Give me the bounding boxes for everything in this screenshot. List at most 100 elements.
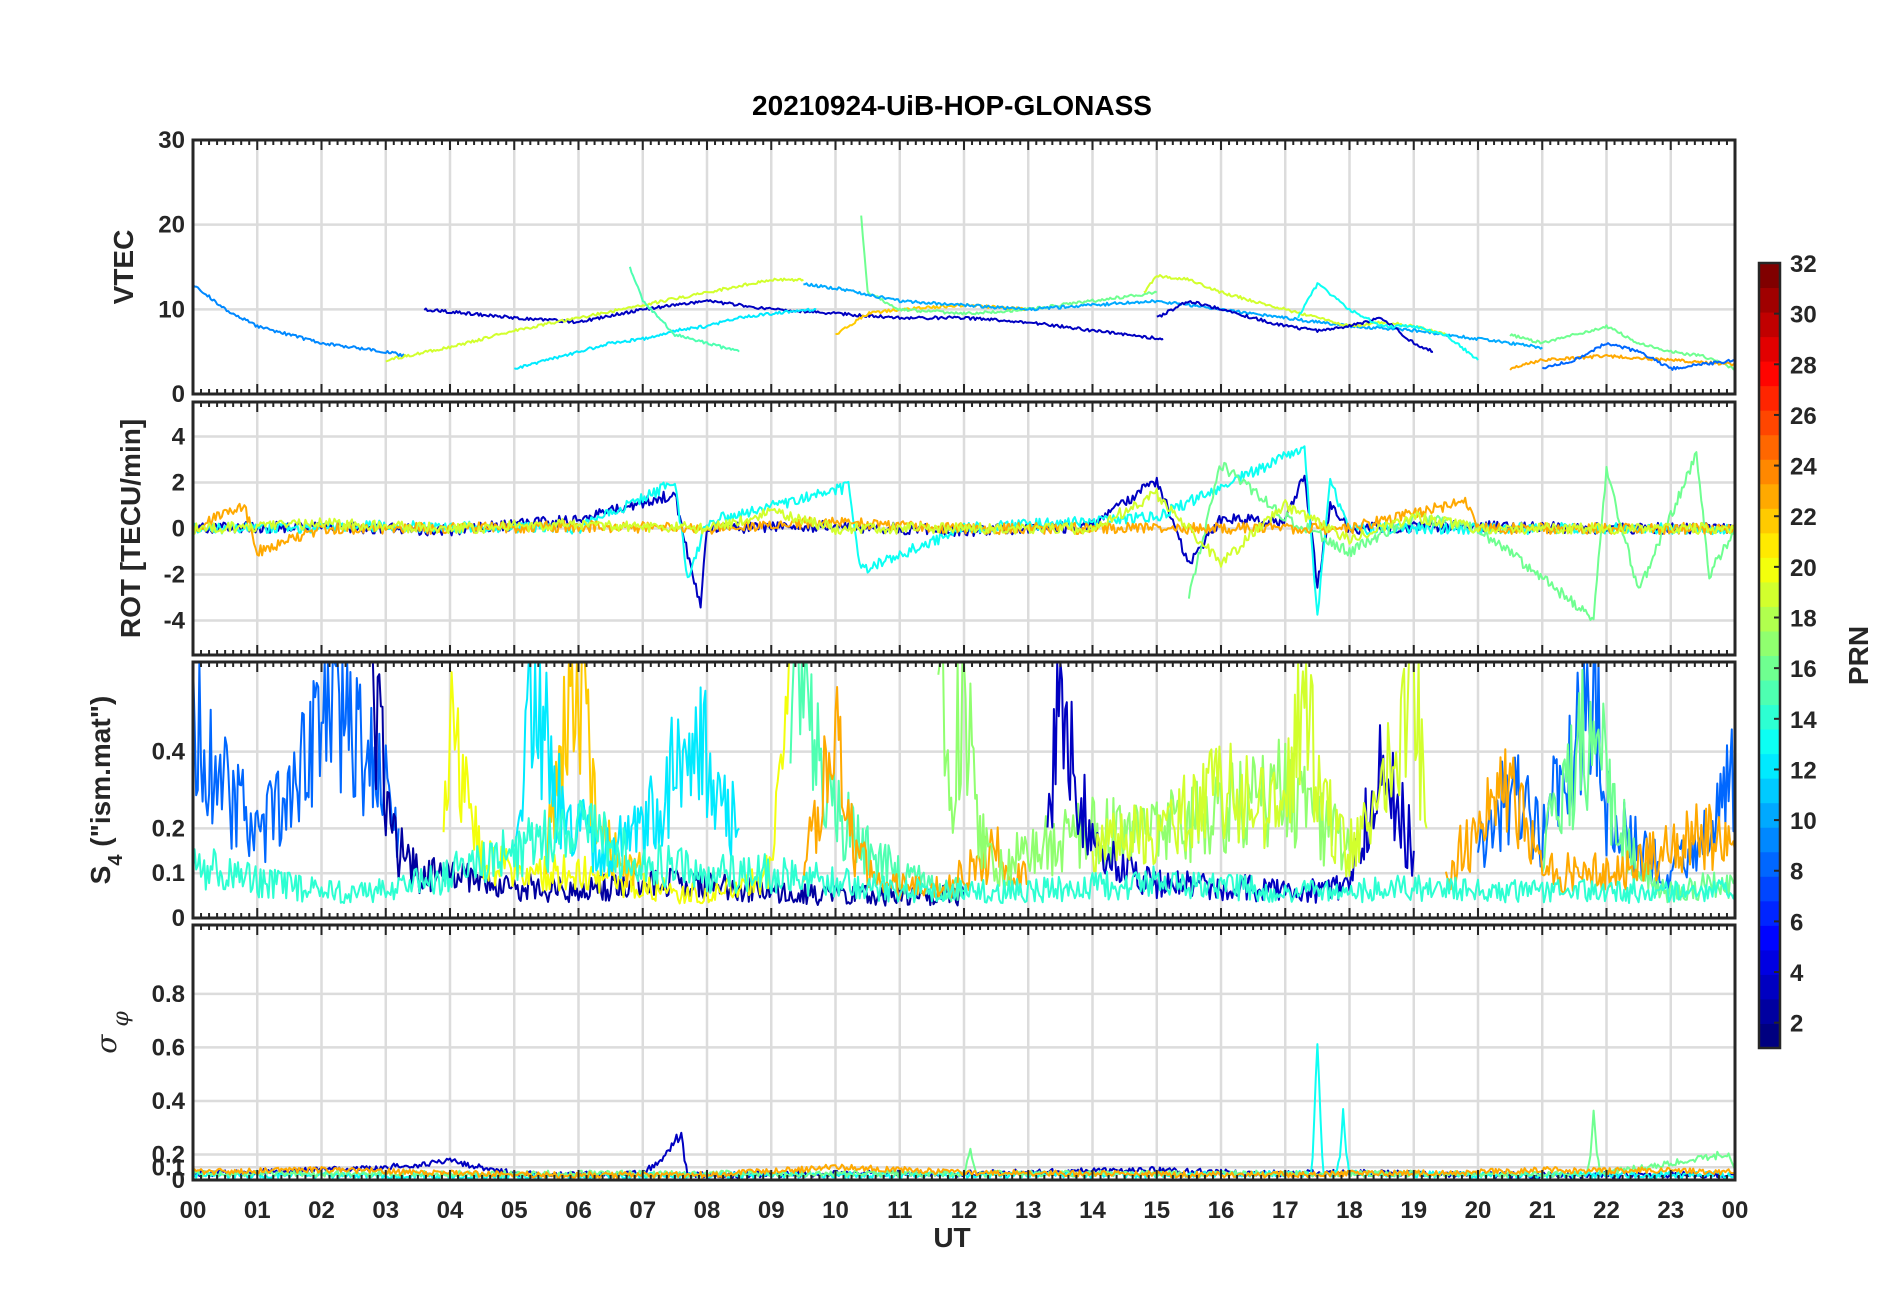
y-tick-label: 0.1 bbox=[152, 860, 185, 887]
colorbar-tick-label: 6 bbox=[1790, 909, 1803, 936]
colorbar-segment bbox=[1759, 680, 1780, 706]
colorbar-segment bbox=[1759, 827, 1780, 853]
colorbar-tick-label: 12 bbox=[1790, 757, 1817, 784]
y-tick-label: -4 bbox=[164, 608, 186, 635]
x-tick-label: 12 bbox=[951, 1197, 978, 1224]
colorbar-segment bbox=[1759, 312, 1780, 338]
colorbar-segment bbox=[1759, 459, 1780, 485]
x-tick-label: 00 bbox=[180, 1197, 207, 1224]
series-line-prn-23 bbox=[1444, 748, 1735, 894]
colorbar-tick-label: 18 bbox=[1790, 606, 1817, 633]
series-line-prn-2 bbox=[371, 662, 965, 907]
series-group bbox=[193, 662, 1735, 907]
colorbar-segment bbox=[1759, 410, 1780, 436]
colorbar-segment bbox=[1759, 851, 1780, 877]
colorbar-segment bbox=[1759, 336, 1780, 362]
series-line-prn-19 bbox=[1143, 274, 1447, 336]
y-axis-label: σφ bbox=[90, 1011, 134, 1054]
colorbar-segment bbox=[1759, 532, 1780, 558]
y-tick-label: 0.4 bbox=[152, 1088, 186, 1115]
panel-s4: 0 0.1 0.2 0.4 S4 ("ism.mat") bbox=[85, 660, 1737, 932]
series-line-prn-13 bbox=[1297, 282, 1479, 361]
figure-title: 20210924-UiB-HOP-GLONASS bbox=[752, 90, 1152, 121]
colorbar-segment bbox=[1759, 483, 1780, 509]
colorbar-segment bbox=[1759, 974, 1780, 1000]
colorbar-segment bbox=[1759, 998, 1780, 1024]
x-tick-label: 05 bbox=[501, 1197, 528, 1224]
series-line-prn-23 bbox=[802, 686, 1030, 900]
y-tick-label: 20 bbox=[158, 212, 185, 239]
y-tick-label: 0 bbox=[172, 381, 185, 408]
colorbar-segment bbox=[1759, 1023, 1780, 1049]
x-tick-label: 16 bbox=[1208, 1197, 1235, 1224]
series-line-prn-12 bbox=[513, 307, 817, 370]
x-tick-label: 17 bbox=[1272, 1197, 1299, 1224]
colorbar-segment bbox=[1759, 925, 1780, 951]
colorbar-segment bbox=[1759, 434, 1780, 460]
series-line-prn-22 bbox=[545, 662, 644, 888]
x-tick-label: 10 bbox=[822, 1197, 849, 1224]
y-axis-label: S4 ("ism.mat") bbox=[85, 696, 127, 885]
series-line-prn-23 bbox=[1509, 353, 1735, 371]
colorbar-tick-label: 22 bbox=[1790, 504, 1817, 531]
series-line-prn-3 bbox=[1156, 300, 1434, 353]
colorbar-tick-label: 26 bbox=[1790, 403, 1817, 430]
colorbar-tick-label: 24 bbox=[1790, 454, 1817, 481]
y-tick-label: 0 bbox=[172, 516, 185, 543]
panel-rot: -4 -2 0 2 4 ROT [TECU/min] bbox=[115, 400, 1737, 657]
series-line-prn-16 bbox=[1541, 668, 1735, 904]
y-tick-label: 0 bbox=[172, 1167, 185, 1194]
series-line-prn-8 bbox=[193, 662, 400, 864]
colorbar-segment bbox=[1759, 581, 1780, 607]
series-line-prn-15 bbox=[628, 266, 740, 353]
panel-sigma_phi: 00.10.2 0.4 0.6 0.8 σφ bbox=[90, 923, 1737, 1194]
colorbar-segment bbox=[1759, 287, 1780, 313]
y-tick-label: 0.6 bbox=[152, 1034, 185, 1061]
x-axis-label: UT bbox=[933, 1222, 970, 1253]
x-tick-label: 08 bbox=[694, 1197, 721, 1224]
series-line-prn-14 bbox=[193, 799, 1735, 904]
x-tick-label: 14 bbox=[1079, 1197, 1106, 1224]
y-tick-label: 30 bbox=[158, 127, 185, 154]
colorbar-tick-label: 14 bbox=[1790, 707, 1817, 734]
x-tick-label: 09 bbox=[758, 1197, 785, 1224]
x-tick-label: 01 bbox=[244, 1197, 271, 1224]
colorbar-tick-label: 2 bbox=[1790, 1011, 1803, 1038]
colorbar-segment bbox=[1759, 557, 1780, 583]
colorbar-tick-label: 16 bbox=[1790, 656, 1817, 683]
colorbar-segment bbox=[1759, 729, 1780, 755]
colorbar-tick-label: 32 bbox=[1790, 251, 1817, 278]
x-tick-label: 03 bbox=[372, 1197, 399, 1224]
x-tick-label: 04 bbox=[437, 1197, 464, 1224]
colorbar-box bbox=[1757, 261, 1782, 1050]
colorbar-segment bbox=[1759, 778, 1780, 804]
series-group bbox=[193, 215, 1735, 371]
series-line-prn-16 bbox=[860, 215, 1158, 316]
colorbar-tick-label: 28 bbox=[1790, 352, 1817, 379]
colorbar-label: PRN bbox=[1843, 626, 1874, 685]
colorbar-segment bbox=[1759, 655, 1780, 681]
y-tick-label: 0.2 bbox=[152, 815, 185, 842]
x-tick-label: 23 bbox=[1657, 1197, 1684, 1224]
series-line-prn-19 bbox=[385, 277, 804, 363]
y-tick-label: 4 bbox=[172, 424, 186, 451]
colorbar-segment bbox=[1759, 361, 1780, 387]
colorbar-segment bbox=[1759, 704, 1780, 730]
y-tick-label: 0.8 bbox=[152, 981, 185, 1008]
y-tick-label: 0 bbox=[172, 905, 185, 932]
y-axis-label: ROT [TECU/min] bbox=[115, 419, 146, 638]
y-axis-label: VTEC bbox=[108, 230, 139, 305]
y-tick-label: -2 bbox=[164, 562, 185, 589]
series-line-prn-10 bbox=[803, 282, 1543, 350]
y-tick-label: 0.1 bbox=[152, 1154, 185, 1181]
colorbar-segment bbox=[1759, 263, 1780, 289]
x-tick-label: 11 bbox=[887, 1197, 912, 1224]
colorbar-segment bbox=[1759, 876, 1780, 902]
series-line-prn-16 bbox=[1187, 451, 1735, 621]
colorbar-segment bbox=[1759, 900, 1780, 926]
series-line-prn-20 bbox=[442, 662, 791, 905]
panel-vtec: 0 10 20 30 VTEC bbox=[108, 127, 1737, 408]
colorbar-tick-label: 4 bbox=[1790, 960, 1804, 987]
x-tick-label: 20 bbox=[1465, 1197, 1492, 1224]
